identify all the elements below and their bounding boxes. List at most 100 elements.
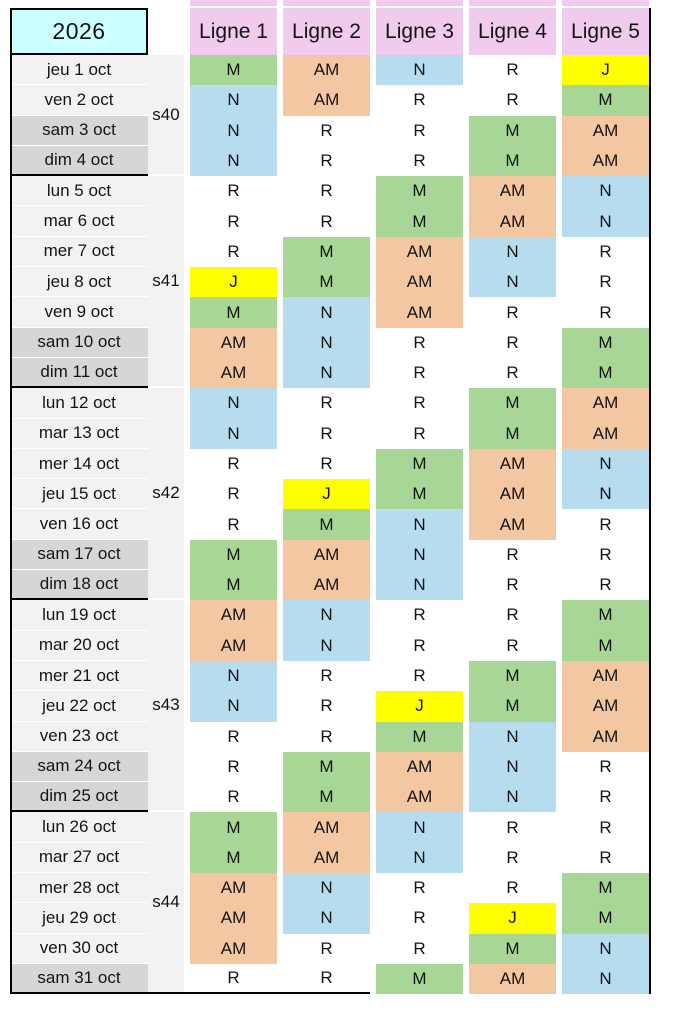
shift-cell[interactable]: AM xyxy=(184,600,277,631)
shift-cell[interactable]: N xyxy=(277,600,370,631)
shift-cell[interactable]: R xyxy=(184,782,277,813)
shift-cell[interactable]: M xyxy=(556,873,649,904)
shift-cell[interactable]: R xyxy=(370,933,463,964)
shift-cell[interactable]: AM xyxy=(370,751,463,783)
shift-cell[interactable]: N xyxy=(184,388,277,419)
shift-cell[interactable]: AM xyxy=(370,297,463,328)
shift-cell[interactable]: R xyxy=(184,509,277,540)
shift-cell[interactable]: M xyxy=(556,903,649,934)
column-header-4[interactable]: Ligne 4 xyxy=(463,8,556,55)
shift-cell[interactable]: N xyxy=(463,721,556,752)
shift-cell[interactable]: R xyxy=(370,85,463,116)
shift-cell[interactable]: R xyxy=(370,418,463,449)
shift-cell[interactable]: R xyxy=(370,115,463,146)
shift-cell[interactable]: R xyxy=(463,600,556,631)
shift-cell[interactable]: R xyxy=(370,600,463,631)
date-cell[interactable]: jeu 1 oct xyxy=(10,55,148,86)
shift-cell[interactable]: R xyxy=(277,963,370,995)
shift-cell[interactable]: R xyxy=(184,479,277,510)
date-cell[interactable]: mer 14 oct xyxy=(10,448,148,480)
shift-cell[interactable]: AM xyxy=(556,418,649,449)
shift-cell[interactable]: M xyxy=(184,812,277,843)
shift-cell[interactable]: N xyxy=(277,357,370,389)
shift-cell[interactable]: R xyxy=(370,903,463,934)
shift-cell[interactable]: AM xyxy=(556,145,649,177)
date-cell[interactable]: lun 19 oct xyxy=(10,600,148,631)
shift-cell[interactable]: R xyxy=(370,630,463,661)
shift-cell[interactable]: R xyxy=(463,85,556,116)
shift-cell[interactable]: AM xyxy=(277,842,370,874)
shift-cell[interactable]: AM xyxy=(370,267,463,298)
shift-cell[interactable]: AM xyxy=(184,327,277,358)
shift-cell[interactable]: R xyxy=(277,721,370,752)
shift-cell[interactable]: R xyxy=(277,418,370,449)
shift-cell[interactable]: AM xyxy=(556,388,649,419)
week-label-cell[interactable]: s44 xyxy=(148,812,184,995)
shift-cell[interactable]: R xyxy=(370,145,463,177)
shift-cell[interactable]: N xyxy=(370,509,463,540)
date-cell[interactable]: jeu 22 oct xyxy=(10,691,148,722)
shift-cell[interactable]: M xyxy=(184,570,277,601)
year-cell[interactable]: 2026 xyxy=(10,8,148,55)
date-cell[interactable]: dim 25 oct xyxy=(10,782,148,813)
shift-cell[interactable]: R xyxy=(184,236,277,268)
shift-cell[interactable]: N xyxy=(277,630,370,661)
shift-cell[interactable]: R xyxy=(184,963,277,995)
shift-cell[interactable]: R xyxy=(277,206,370,237)
shift-cell[interactable]: N xyxy=(556,176,649,207)
shift-cell[interactable]: AM xyxy=(463,479,556,510)
shift-cell[interactable]: R xyxy=(556,570,649,601)
date-cell[interactable]: sam 17 oct xyxy=(10,539,148,571)
shift-cell[interactable]: R xyxy=(463,539,556,571)
shift-cell[interactable]: N xyxy=(184,115,277,146)
date-cell[interactable]: lun 26 oct xyxy=(10,812,148,843)
date-cell[interactable]: mar 6 oct xyxy=(10,206,148,237)
shift-cell[interactable]: N xyxy=(463,236,556,268)
shift-cell[interactable]: R xyxy=(277,145,370,177)
shift-cell[interactable]: AM xyxy=(556,721,649,752)
shift-cell[interactable]: R xyxy=(556,509,649,540)
column-header-1[interactable]: Ligne 1 xyxy=(184,8,277,55)
shift-cell[interactable]: AM xyxy=(463,509,556,540)
week-label-cell[interactable]: s42 xyxy=(148,388,184,601)
shift-cell[interactable]: N xyxy=(370,570,463,601)
shift-cell[interactable]: M xyxy=(184,55,277,86)
shift-cell[interactable]: AM xyxy=(463,963,556,995)
shift-cell[interactable]: AM xyxy=(277,85,370,116)
shift-cell[interactable]: R xyxy=(556,236,649,268)
shift-cell[interactable]: M xyxy=(277,267,370,298)
shift-cell[interactable]: N xyxy=(556,933,649,964)
shift-cell[interactable]: M xyxy=(184,539,277,571)
shift-cell[interactable]: N xyxy=(277,873,370,904)
shift-cell[interactable]: R xyxy=(184,721,277,752)
date-cell[interactable]: mer 28 oct xyxy=(10,873,148,904)
date-cell[interactable]: sam 24 oct xyxy=(10,751,148,783)
week-label-cell[interactable]: s43 xyxy=(148,600,184,813)
shift-cell[interactable]: R xyxy=(277,660,370,692)
shift-cell[interactable]: AM xyxy=(556,660,649,692)
column-header-5[interactable]: Ligne 5 xyxy=(556,8,649,55)
shift-cell[interactable]: J xyxy=(370,691,463,722)
date-cell[interactable]: ven 16 oct xyxy=(10,509,148,540)
shift-cell[interactable]: AM xyxy=(184,873,277,904)
shift-cell[interactable]: R xyxy=(556,812,649,843)
shift-cell[interactable]: M xyxy=(277,236,370,268)
shift-cell[interactable]: R xyxy=(556,539,649,571)
shift-cell[interactable]: AM xyxy=(370,236,463,268)
shift-cell[interactable]: N xyxy=(184,145,277,177)
shift-cell[interactable]: M xyxy=(277,751,370,783)
shift-cell[interactable]: M xyxy=(370,963,463,995)
date-cell[interactable]: jeu 15 oct xyxy=(10,479,148,510)
shift-cell[interactable]: R xyxy=(463,327,556,358)
shift-cell[interactable]: N xyxy=(556,963,649,995)
shift-cell[interactable]: R xyxy=(463,812,556,843)
shift-cell[interactable]: AM xyxy=(277,812,370,843)
shift-cell[interactable]: R xyxy=(184,176,277,207)
shift-cell[interactable]: R xyxy=(370,327,463,358)
date-cell[interactable]: sam 31 oct xyxy=(10,963,148,995)
shift-cell[interactable]: AM xyxy=(463,176,556,207)
shift-cell[interactable]: M xyxy=(277,509,370,540)
shift-cell[interactable]: N xyxy=(184,85,277,116)
date-cell[interactable]: lun 12 oct xyxy=(10,388,148,419)
shift-cell[interactable]: AM xyxy=(463,448,556,480)
